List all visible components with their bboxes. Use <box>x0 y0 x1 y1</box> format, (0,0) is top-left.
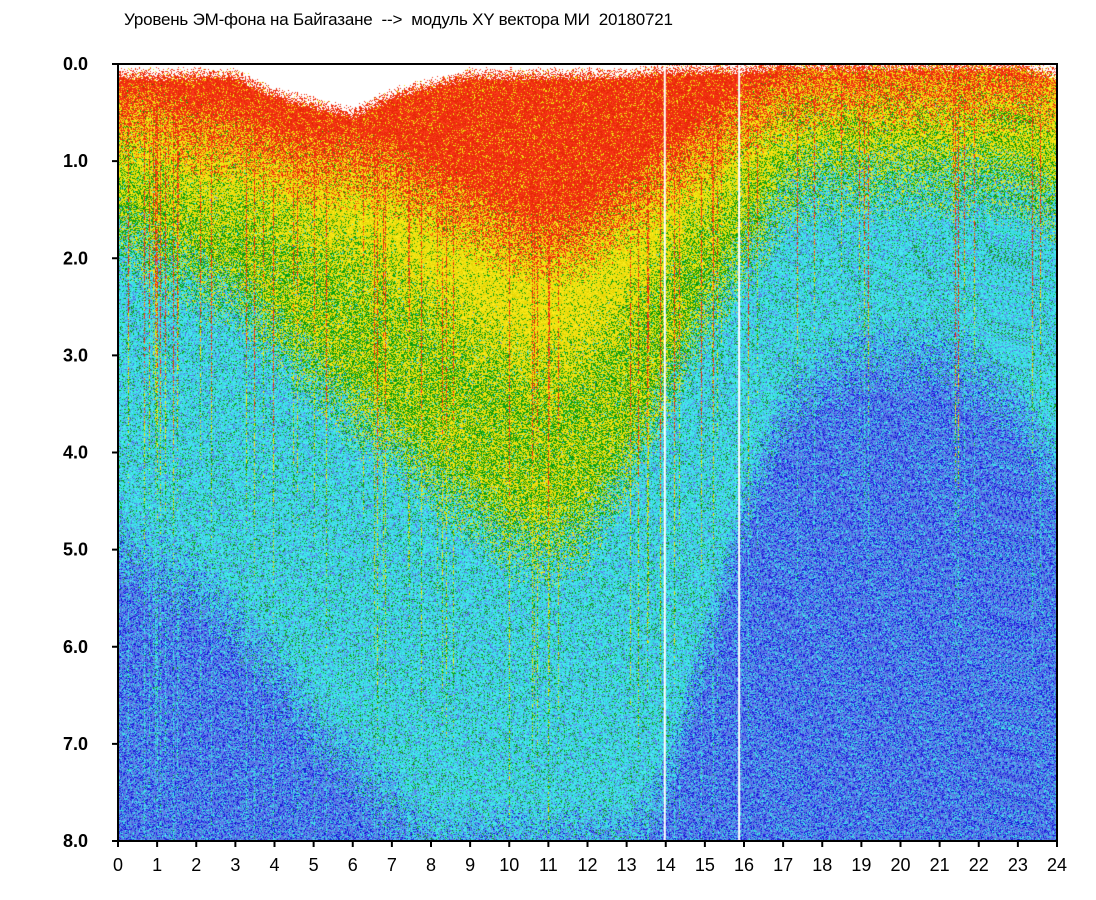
x-tick-label: 17 <box>773 855 793 875</box>
x-tick-label: 0 <box>113 855 123 875</box>
heatmap-plot-area <box>118 64 1057 841</box>
y-tick-label: 1.0 <box>63 151 88 171</box>
y-tick-label: 4.0 <box>63 443 88 463</box>
x-tick-label: 5 <box>309 855 319 875</box>
x-tick-label: 6 <box>348 855 358 875</box>
x-tick-label: 20 <box>890 855 910 875</box>
x-tick-label: 14 <box>656 855 676 875</box>
x-tick-label: 8 <box>426 855 436 875</box>
x-tick-label: 18 <box>812 855 832 875</box>
x-tick-label: 11 <box>539 855 558 875</box>
y-tick-label: 6.0 <box>63 637 88 657</box>
x-tick-label: 7 <box>387 855 397 875</box>
chart-title: Уровень ЭМ-фона на Байгазане --> модуль … <box>124 10 673 29</box>
x-tick-label: 24 <box>1047 855 1067 875</box>
x-tick-label: 22 <box>969 855 989 875</box>
x-tick-label: 12 <box>577 855 597 875</box>
x-tick-label: 23 <box>1008 855 1028 875</box>
x-tick-label: 19 <box>851 855 871 875</box>
y-tick-label: 5.0 <box>63 540 88 560</box>
x-tick-label: 15 <box>695 855 715 875</box>
x-tick-label: 4 <box>269 855 279 875</box>
x-tick-label: 3 <box>230 855 240 875</box>
y-tick-label: 8.0 <box>63 831 88 851</box>
x-tick-label: 21 <box>930 855 950 875</box>
x-tick-label: 2 <box>191 855 201 875</box>
y-tick-label: 7.0 <box>63 734 88 754</box>
plot-border <box>117 63 1058 842</box>
x-tick-label: 9 <box>465 855 475 875</box>
x-tick-label: 1 <box>152 855 162 875</box>
x-tick-label: 10 <box>499 855 519 875</box>
y-tick-label: 2.0 <box>63 248 88 268</box>
y-tick-label: 3.0 <box>63 345 88 365</box>
x-tick-label: 16 <box>734 855 754 875</box>
y-tick-label: 0.0 <box>63 54 88 74</box>
x-tick-label: 13 <box>617 855 637 875</box>
